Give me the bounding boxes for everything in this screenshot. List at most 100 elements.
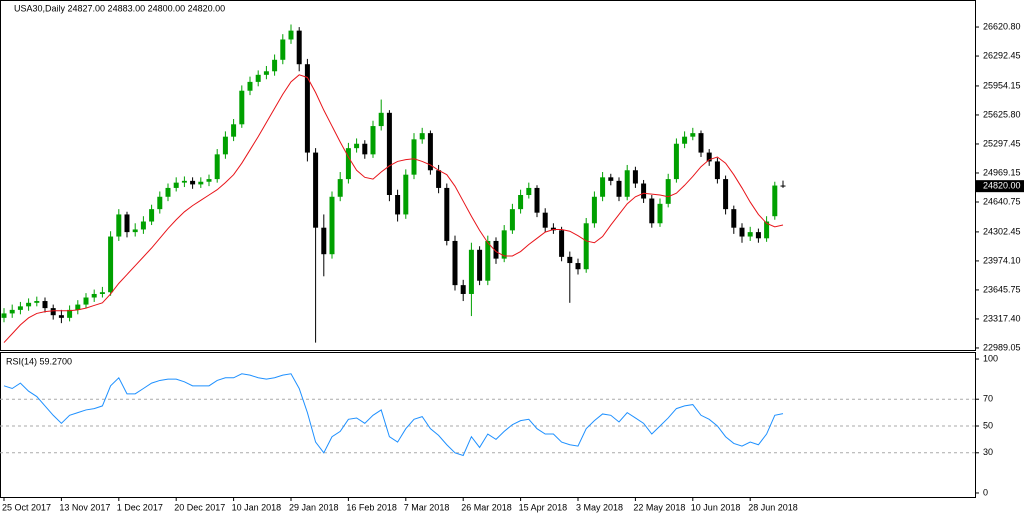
candle-body — [411, 139, 417, 175]
candle-body — [468, 249, 474, 294]
candle-body — [460, 285, 466, 294]
candle-body — [247, 81, 253, 91]
y-tick-label: 0 — [983, 487, 988, 497]
candle-body — [526, 187, 532, 195]
candle-body — [444, 187, 450, 241]
candle-body — [723, 179, 729, 210]
x-tick-label: 20 Dec 2017 — [174, 502, 225, 512]
candle-body — [296, 30, 302, 65]
y-tick-label: 25954.15 — [983, 80, 1021, 90]
candle-body — [567, 256, 573, 264]
candle-body — [75, 304, 81, 310]
candle-body — [206, 179, 212, 182]
candle-body — [231, 124, 237, 137]
candle-body — [288, 30, 294, 40]
candle-body — [42, 301, 48, 309]
candle-body — [173, 182, 179, 188]
candle-body — [26, 302, 32, 307]
candle-body — [436, 170, 442, 188]
candle-body — [714, 161, 720, 180]
candle-body — [608, 177, 614, 181]
candle-body — [255, 74, 261, 82]
candle-body — [534, 187, 540, 213]
candle-body — [477, 249, 483, 281]
candle-body — [354, 143, 360, 149]
last-price-label: 24820.00 — [983, 181, 1021, 191]
x-tick-label: 3 May 2018 — [576, 502, 623, 512]
candle-body — [149, 209, 155, 222]
candle-body — [329, 196, 335, 255]
candle-body — [493, 240, 499, 259]
candle-body — [239, 90, 245, 125]
price-panel — [0, 0, 976, 351]
candle-body — [157, 196, 163, 210]
candle-body — [222, 136, 228, 155]
x-tick-label: 15 Apr 2018 — [519, 502, 568, 512]
candle-body — [509, 209, 515, 231]
candle-body — [116, 214, 122, 237]
x-tick-label: 13 Nov 2017 — [59, 502, 110, 512]
candle-body — [99, 292, 105, 294]
candle-body — [403, 174, 409, 215]
candle-body — [452, 240, 458, 286]
candle-body — [313, 152, 319, 228]
candle-body — [747, 232, 753, 237]
candle-body — [17, 306, 23, 310]
candle-body — [698, 133, 704, 153]
candle-body — [34, 301, 40, 303]
candle-body — [518, 194, 524, 210]
rsi-line — [3, 373, 784, 457]
candle-body — [165, 187, 171, 197]
candle-body — [321, 227, 327, 255]
candle-body — [764, 221, 770, 239]
candle-body — [649, 198, 655, 224]
y-tick-label: 70 — [983, 394, 993, 404]
candle-body — [542, 212, 548, 228]
y-tick-label: 22989.05 — [983, 342, 1021, 352]
candle-body — [386, 112, 392, 195]
candle-body — [772, 185, 778, 217]
rsi-panel — [0, 352, 976, 498]
y-tick-label: 25625.80 — [983, 109, 1021, 119]
candle-body — [600, 177, 606, 197]
y-tick-label: 23974.10 — [983, 255, 1021, 265]
candle-body — [181, 180, 187, 183]
y-tick-label: 24302.45 — [983, 226, 1021, 236]
candle-body — [575, 263, 581, 270]
candle-body — [272, 59, 278, 72]
candle-body — [395, 194, 401, 215]
candle-body — [50, 308, 56, 316]
candle-body — [682, 136, 688, 144]
candle-body — [304, 64, 310, 153]
candle-body — [378, 112, 384, 127]
candle-body — [214, 154, 220, 180]
x-tick-label: 16 Feb 2018 — [346, 502, 397, 512]
candle-body — [337, 179, 343, 197]
y-tick-label: 26292.45 — [983, 50, 1021, 60]
candle-body — [280, 39, 286, 60]
x-tick-label: 22 May 2018 — [633, 502, 685, 512]
candle-body — [657, 203, 663, 224]
chart-title: USA30,Daily 24827.00 24883.00 24800.00 2… — [14, 3, 225, 13]
x-tick-label: 7 Mar 2018 — [404, 502, 450, 512]
y-tick-label: 100 — [983, 353, 998, 363]
x-tick-label: 28 Jun 2018 — [748, 502, 798, 512]
candle-body — [624, 170, 630, 197]
candle-body — [362, 143, 368, 155]
candle-body — [690, 133, 696, 137]
candle-body — [263, 71, 269, 75]
candle-body — [427, 133, 433, 171]
candle-body — [91, 293, 97, 298]
candle-body — [673, 143, 679, 180]
x-tick-label: 26 Mar 2018 — [461, 502, 512, 512]
x-tick-label: 29 Jan 2018 — [289, 502, 339, 512]
candle-body — [780, 185, 786, 187]
y-tick-label: 30 — [983, 447, 993, 457]
candle-body — [583, 223, 589, 270]
candle-body — [198, 181, 204, 185]
candle-body — [665, 179, 671, 204]
y-tick-label: 26620.80 — [983, 21, 1021, 31]
candle-body — [559, 230, 565, 257]
y-tick-label: 23317.40 — [983, 313, 1021, 323]
y-tick-label: 24640.75 — [983, 196, 1021, 206]
